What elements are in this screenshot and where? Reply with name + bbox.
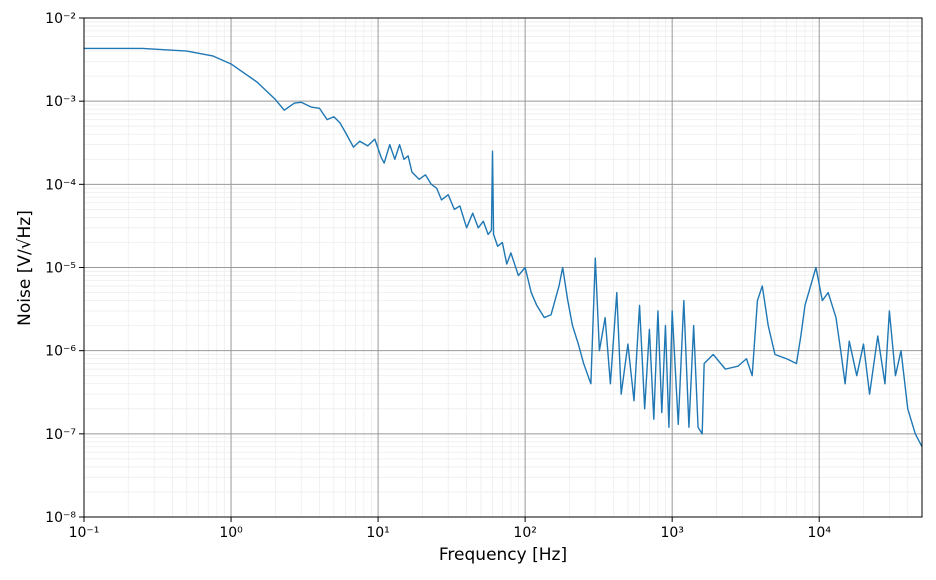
x-tick-label: 10⁻¹ xyxy=(69,525,100,541)
y-tick-label: 10⁻⁶ xyxy=(45,344,76,360)
y-tick-label: 10⁻⁵ xyxy=(45,261,76,277)
y-tick-label: 10⁻⁷ xyxy=(45,427,76,443)
noise-line xyxy=(84,47,923,448)
x-tick-label: 10⁰ xyxy=(219,525,243,541)
y-tick-label: 10⁻⁸ xyxy=(45,510,76,526)
plot-frame xyxy=(83,17,923,518)
x-tick-label: 10³ xyxy=(660,525,683,541)
x-tick-label: 10⁴ xyxy=(808,525,832,541)
y-tick-label: 10⁻² xyxy=(45,11,76,27)
y-tick-label: 10⁻⁴ xyxy=(45,177,76,193)
x-axis-label: Frequency [Hz] xyxy=(439,545,567,565)
y-tick-label: 10⁻³ xyxy=(45,94,76,110)
y-axis-label: Noise [V/√Hz] xyxy=(15,210,35,326)
x-tick-label: 10² xyxy=(513,525,536,541)
x-tick-label: 10¹ xyxy=(366,525,389,541)
